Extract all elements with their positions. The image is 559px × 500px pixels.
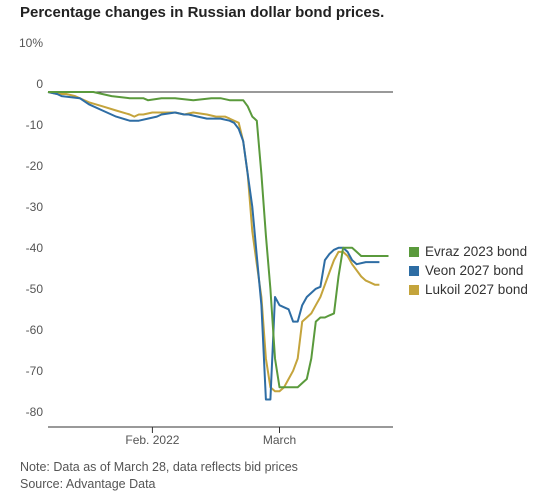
legend-swatch-veon	[409, 265, 419, 276]
legend: Evraz 2023 bond Veon 2027 bond Lukoil 20…	[409, 242, 528, 299]
y-tick-label: -60	[26, 323, 44, 337]
x-tick-label: March	[263, 433, 296, 447]
x-tick-label: Feb. 2022	[125, 433, 179, 447]
note-text: Note: Data as of March 28, data reflects…	[20, 460, 298, 474]
y-tick-label: -10	[26, 118, 44, 132]
y-tick-label: -50	[26, 282, 44, 296]
y-tick-label: 10%	[19, 36, 43, 50]
legend-label-evraz: Evraz 2023 bond	[425, 244, 528, 259]
y-tick-label: 0	[36, 77, 43, 91]
series-line-lukoil	[47, 91, 380, 393]
y-tick-label: -80	[26, 405, 44, 419]
chart-title: Percentage changes in Russian dollar bon…	[20, 4, 385, 21]
y-tick-label: -30	[26, 200, 44, 214]
legend-item-lukoil: Lukoil 2027 bond	[409, 280, 528, 299]
legend-swatch-evraz	[409, 246, 419, 257]
y-tick-label: -70	[26, 364, 44, 378]
legend-label-veon: Veon 2027 bond	[425, 263, 524, 278]
chart-notes: Note: Data as of March 28, data reflects…	[20, 459, 298, 493]
line-chart: 10% 0 -10 -20 -30 -40 -50 -60 -70 -80 Feb. 2022 Mar…	[19, 36, 393, 447]
legend-swatch-lukoil	[409, 284, 419, 295]
source-text: Source: Advantage Data	[20, 477, 156, 491]
series-line-evraz	[48, 91, 389, 389]
y-tick-label: -20	[26, 159, 44, 173]
series-line-veon	[47, 91, 380, 401]
y-tick-label: -40	[26, 241, 44, 255]
legend-item-veon: Veon 2027 bond	[409, 261, 528, 280]
legend-label-lukoil: Lukoil 2027 bond	[425, 282, 528, 297]
legend-item-evraz: Evraz 2023 bond	[409, 242, 528, 261]
